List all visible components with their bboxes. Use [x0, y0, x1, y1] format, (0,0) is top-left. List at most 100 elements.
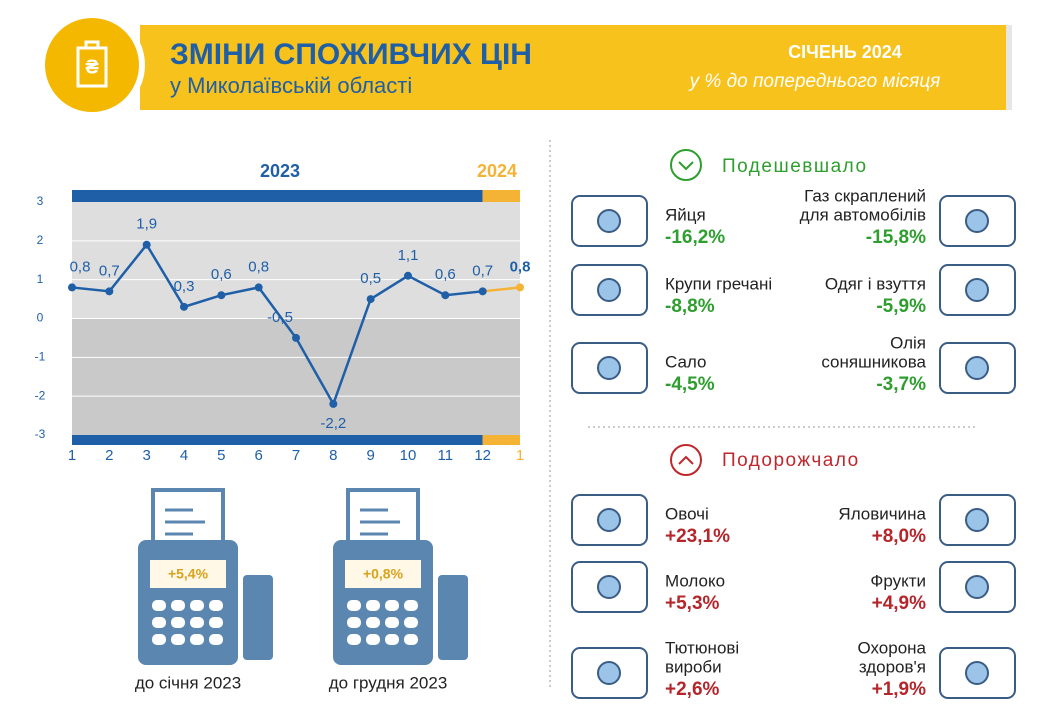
- point: [441, 291, 450, 300]
- header-icon: [39, 12, 145, 118]
- connector: [482, 286, 521, 293]
- terminal-side: [438, 575, 468, 660]
- item-name: Тютюнові: [665, 638, 739, 657]
- value-label: 0,8: [70, 258, 91, 275]
- x-tick-label: 12: [474, 447, 491, 464]
- value-label: 0,3: [174, 278, 195, 295]
- item-icon-detail: [965, 278, 989, 302]
- item-icon-detail: [965, 575, 989, 599]
- key: [385, 600, 399, 611]
- item-value: -16,2%: [665, 227, 725, 248]
- point: [254, 283, 263, 292]
- year-label: 2024: [477, 161, 517, 181]
- key: [209, 634, 223, 645]
- item-name: Охорона: [857, 638, 926, 657]
- key: [404, 634, 418, 645]
- x-tick-label: 10: [400, 447, 417, 464]
- header-bar: [140, 25, 1012, 110]
- item-icon: [939, 195, 1016, 247]
- y-tick-label: -3: [35, 427, 46, 441]
- point: [478, 287, 487, 296]
- receipt-value: +0,8%: [363, 566, 404, 582]
- item-value: -3,7%: [876, 374, 926, 395]
- cheaper-heading: Подешевшало: [722, 156, 868, 177]
- point: [516, 283, 524, 292]
- item-icon-detail: [597, 278, 621, 302]
- y-tick-label: -1: [35, 350, 46, 364]
- pricier-heading: Подорожчало: [722, 450, 860, 471]
- point: [292, 333, 300, 342]
- key: [152, 634, 166, 645]
- point: [404, 271, 412, 280]
- value-label: -0,5: [267, 309, 293, 326]
- point: [180, 302, 188, 311]
- point: [68, 283, 76, 292]
- item-icon: [939, 342, 1016, 394]
- y-tick-label: 1: [37, 272, 44, 286]
- item-name: Яловичина: [838, 504, 926, 523]
- key: [404, 600, 418, 611]
- x-tick-label: 3: [142, 447, 150, 464]
- key: [190, 634, 204, 645]
- key: [347, 600, 361, 611]
- key: [404, 617, 418, 628]
- item-name: Крупи гречані: [665, 274, 772, 293]
- up-icon: [670, 444, 702, 476]
- item-icon: [571, 494, 648, 546]
- item-icon-detail: [965, 508, 989, 532]
- item-icon: [571, 342, 648, 394]
- key: [152, 600, 166, 611]
- x-tick-label: 9: [366, 447, 374, 464]
- currency-sign: ₴: [85, 56, 98, 78]
- item-icon: [571, 647, 648, 699]
- item-value: -15,8%: [866, 227, 926, 248]
- point: [366, 295, 375, 304]
- note: у % до попереднього місяця: [688, 71, 941, 92]
- x-tick-label: 1: [516, 447, 524, 464]
- item-value: +2,6%: [665, 679, 720, 700]
- header-shadow: [1006, 25, 1012, 110]
- item-value: -4,5%: [665, 374, 715, 395]
- value-label: 0,5: [360, 270, 381, 287]
- down-icon: [670, 149, 702, 181]
- title: ЗМІНИ СПОЖИВЧИХ ЦІН: [170, 38, 532, 71]
- point: [217, 291, 226, 300]
- year-bar: [482, 435, 520, 445]
- x-tick-label: 6: [254, 447, 262, 464]
- item-value: +1,9%: [872, 679, 927, 700]
- value-label: 0,8: [510, 258, 531, 275]
- year-bar: [72, 190, 483, 202]
- y-tick-label: -2: [35, 388, 46, 402]
- receipt-value: +5,4%: [168, 566, 209, 582]
- terminal-side: [243, 575, 273, 660]
- screen: [345, 560, 421, 588]
- key: [366, 617, 380, 628]
- subtitle: у Миколаївській області: [170, 73, 412, 98]
- value-label: 1,1: [398, 247, 419, 264]
- period: СІЧЕНЬ 2024: [788, 42, 902, 62]
- item-value: -5,9%: [876, 296, 926, 317]
- key: [152, 617, 166, 628]
- item-name: Молоко: [665, 571, 725, 590]
- x-tick-label: 11: [438, 447, 454, 464]
- item-icon-detail: [597, 661, 621, 685]
- screen: [150, 560, 226, 588]
- key: [385, 617, 399, 628]
- item-icon: [939, 647, 1016, 699]
- key: [366, 600, 380, 611]
- item-icon: [939, 494, 1016, 546]
- value-label: 0,6: [211, 266, 232, 283]
- item-icon-detail: [597, 508, 621, 532]
- item-value: +4,9%: [872, 593, 927, 614]
- value-label: 0,8: [248, 258, 269, 275]
- item-name: здоров'я: [859, 657, 926, 676]
- y-tick-label: 2: [37, 233, 44, 247]
- key: [209, 600, 223, 611]
- item-icon-detail: [965, 356, 989, 380]
- key: [171, 617, 185, 628]
- key: [385, 634, 399, 645]
- key: [171, 634, 185, 645]
- x-tick-label: 5: [217, 447, 225, 464]
- point: [142, 240, 151, 249]
